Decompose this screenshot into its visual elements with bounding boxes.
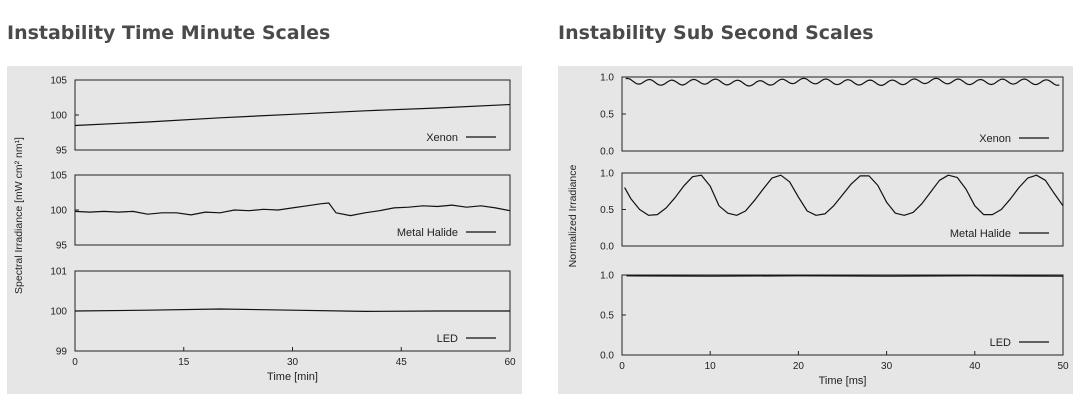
subplot-xenon: 95 100 105 Xenon [50, 76, 511, 157]
legend-label: Xenon [979, 133, 1011, 145]
legend-label: Xenon [426, 132, 458, 144]
x-tick-label: 30 [881, 361, 893, 372]
left-chart-panel: Instability Time Minute Scales 95 100 105 X… [7, 22, 522, 394]
left-chart-svg: 95 100 105 Xenon 95 100 105 Metal Halide 99 100 10… [13, 76, 516, 384]
y-tick-label: 0.5 [600, 311, 614, 322]
y-tick-label: 1.0 [600, 169, 614, 180]
x-tick-label: 60 [504, 357, 516, 368]
y-tick-label: 0.0 [600, 242, 614, 253]
series-line-metal-halide [624, 174, 1064, 216]
x-tick-label: 0 [72, 357, 78, 368]
legend-label: LED [990, 337, 1011, 349]
right-panel-title: Instability Sub Second Scales [558, 22, 874, 44]
x-tick-label: 10 [705, 361, 717, 372]
y-tick-label: 105 [50, 76, 67, 87]
subplot-xenon: 0.0 0.5 1.0 Xenon [600, 73, 1064, 158]
x-axis-label: Time [min] [267, 371, 318, 383]
y-tick-label: 100 [50, 307, 67, 318]
subplot-led: 99 100 101 LED [50, 267, 511, 358]
left-panel-title: Instability Time Minute Scales [7, 22, 331, 44]
y-tick-label: 95 [56, 146, 68, 157]
y-tick-label: 0.0 [600, 351, 614, 362]
x-tick-label: 15 [178, 357, 190, 368]
series-line-led [74, 308, 510, 312]
y-tick-label: 1.0 [600, 73, 614, 84]
y-tick-label: 105 [50, 171, 67, 182]
legend-label: LED [437, 333, 458, 345]
series-line-xenon [74, 103, 511, 127]
y-tick-label: 0.5 [600, 110, 614, 121]
x-tick-label: 40 [969, 361, 981, 372]
x-tick-label: 30 [287, 357, 299, 368]
y-tick-label: 0.0 [600, 147, 614, 158]
legend-label: Metal Halide [397, 227, 458, 239]
subplot-metal-halide: 0.0 0.5 1.0 Metal Halide [600, 169, 1064, 253]
y-tick-label: 95 [56, 241, 68, 252]
x-tick-label: 50 [1057, 361, 1069, 372]
subplot-metal-halide: 95 100 105 Metal Halide [50, 171, 511, 252]
subplot-led: 0.0 0.5 1.0 LED [600, 271, 1064, 362]
x-tick-label: 20 [793, 361, 805, 372]
y-tick-label: 100 [50, 206, 67, 217]
right-plot-background [558, 66, 1073, 394]
y-axis-label: Normalized Irradiance [567, 164, 579, 267]
right-chart-panel: Instability Sub Second Scales 0.0 0.5 1.0 X… [540, 0, 1080, 413]
y-tick-label: 101 [50, 267, 67, 278]
x-tick-label: 45 [396, 357, 408, 368]
left-plot-background [7, 66, 522, 394]
y-tick-label: 99 [56, 347, 68, 358]
x-tick-label: 0 [619, 361, 625, 372]
x-axis-label: Time [ms] [819, 375, 867, 387]
series-line-metal-halide [74, 202, 511, 217]
legend-label: Metal Halide [950, 228, 1011, 240]
series-line-xenon [625, 77, 1060, 87]
y-tick-label: 1.0 [600, 271, 614, 282]
y-axis-label: Spectral Irradiance [mW cm² nm¹] [13, 137, 25, 294]
y-tick-label: 0.5 [600, 205, 614, 216]
y-tick-label: 100 [50, 111, 67, 122]
